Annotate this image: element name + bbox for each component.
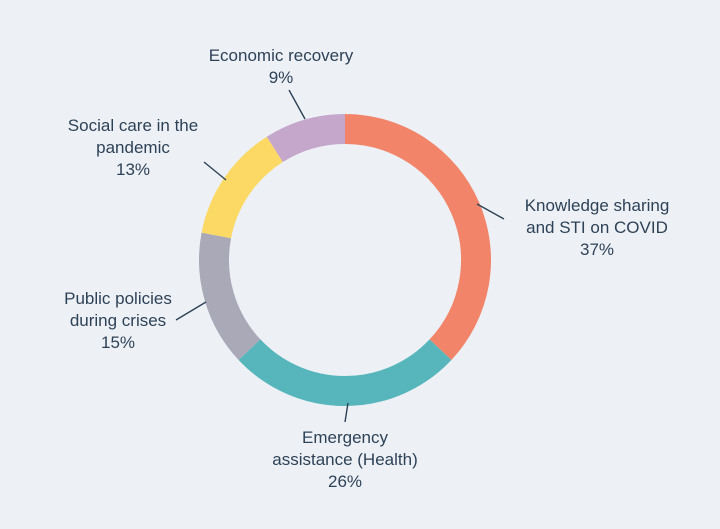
segment-label-social-care-in-the-pandemic: Social care in the pandemic 13% (68, 116, 198, 179)
leader-lines (175, 89, 505, 423)
donut-segment-social-care-in-the-pandemic (201, 136, 284, 239)
donut-segment-knowledge-sharing-and-sti-on-covid (344, 114, 491, 360)
donut-segment-public-policies-during-crises (199, 232, 261, 360)
leader-line-economic-recovery (288, 89, 306, 120)
leader-line-social-care-in-the-pandemic (203, 161, 227, 181)
leader-line-emergency-assistance-health (344, 402, 349, 423)
donut-segment-emergency-assistance-health (238, 339, 452, 406)
donut-segments (199, 114, 491, 406)
leader-line-knowledge-sharing-and-sti-on-covid (476, 203, 505, 220)
segment-label-economic-recovery: Economic recovery 9% (209, 46, 354, 87)
segment-label-public-policies-during-crises: Public policies during crises 15% (64, 289, 172, 352)
donut-segment-economic-recovery (266, 114, 346, 163)
leader-line-public-policies-during-crises (175, 301, 207, 321)
segment-labels: Knowledge sharing and STI on COVID 37% Emer… (64, 46, 669, 491)
segment-label-knowledge-sharing-and-sti-on-covid: Knowledge sharing and STI on COVID 37% (525, 196, 670, 259)
segment-label-emergency-assistance-health: Emergency assistance (Health) 26% (272, 428, 418, 491)
